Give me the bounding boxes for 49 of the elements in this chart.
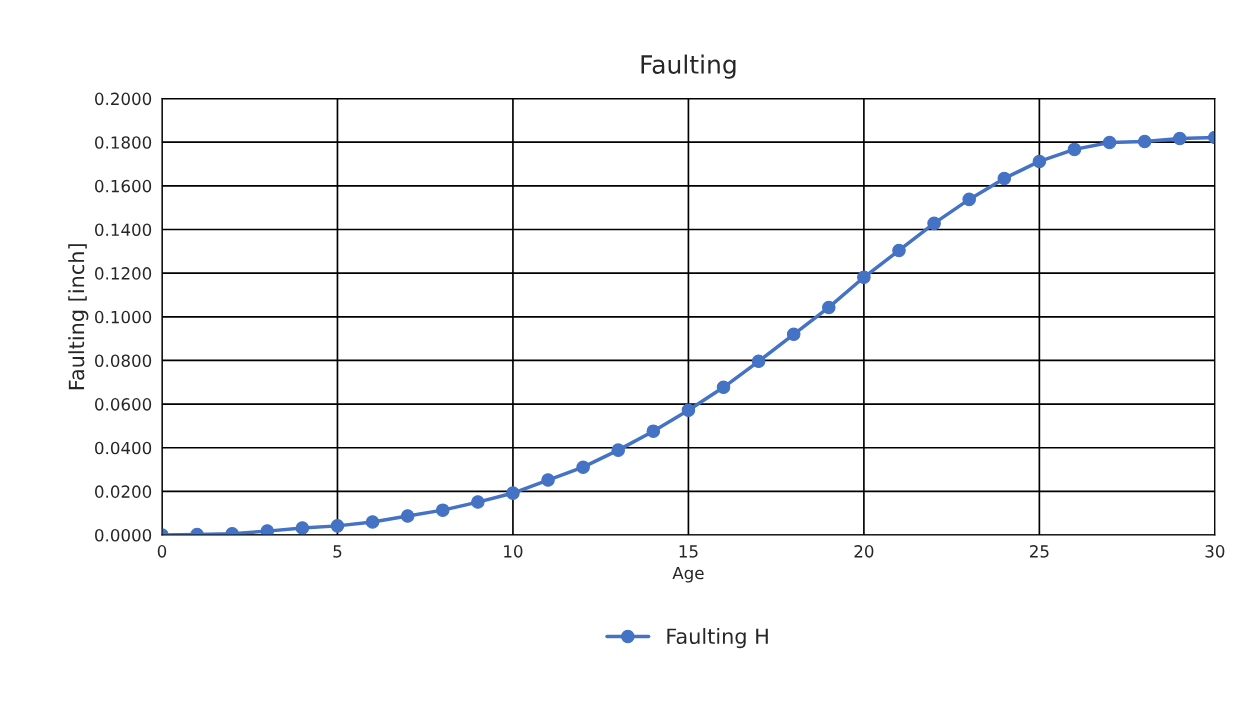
y-tick-label: 0.0000: [95, 529, 152, 542]
x-tick-label: 5: [333, 545, 342, 558]
point: [997, 171, 1012, 186]
point: [400, 509, 415, 523]
y-tick-label: 0.0600: [95, 398, 152, 411]
y-tick-label: 0.2000: [95, 92, 152, 106]
y-tick-label: 0.1000: [95, 310, 152, 324]
point: [471, 495, 485, 509]
x-tick-label: 20: [854, 545, 874, 558]
point: [435, 503, 450, 517]
point: [1032, 154, 1047, 169]
point: [295, 521, 310, 535]
y-tick-label: 0.1600: [95, 179, 152, 193]
point: [716, 380, 731, 395]
x-tick-label: 25: [1029, 545, 1049, 558]
point: [330, 519, 345, 533]
point: [822, 300, 836, 315]
y-tick-label: 0.0400: [95, 441, 152, 455]
point: [1137, 134, 1152, 149]
point: [751, 354, 766, 369]
point: [962, 192, 976, 207]
point: [365, 515, 380, 529]
point: [1172, 131, 1187, 146]
y-tick-label: 0.0200: [95, 485, 152, 498]
legend-label: Faulting H: [667, 627, 768, 649]
x-axis-title: Age: [672, 566, 704, 583]
point: [892, 243, 906, 258]
point: [541, 473, 555, 487]
x-tick-label: 10: [504, 545, 523, 558]
chart-title: Faulting: [641, 54, 736, 79]
point: [1067, 142, 1082, 157]
point: [927, 216, 941, 231]
point: [1102, 135, 1117, 150]
y-axis-title: Faulting [inch]: [68, 244, 89, 390]
y-tick-label: 0.0800: [95, 354, 152, 368]
x-tick-label: 15: [679, 545, 698, 558]
point: [646, 424, 661, 438]
point: [260, 524, 275, 536]
y-tick-label: 0.1200: [95, 267, 152, 280]
y-tick-label: 0.1400: [95, 223, 152, 237]
point: [611, 443, 625, 457]
point: [857, 270, 871, 285]
point: [576, 460, 590, 474]
point: [786, 327, 801, 342]
x-tick-label: 30: [1205, 545, 1225, 558]
y-tick-label: 0.1800: [95, 136, 152, 149]
point: [506, 486, 520, 500]
point: [681, 403, 696, 417]
x-tick-label: 0: [157, 545, 167, 558]
